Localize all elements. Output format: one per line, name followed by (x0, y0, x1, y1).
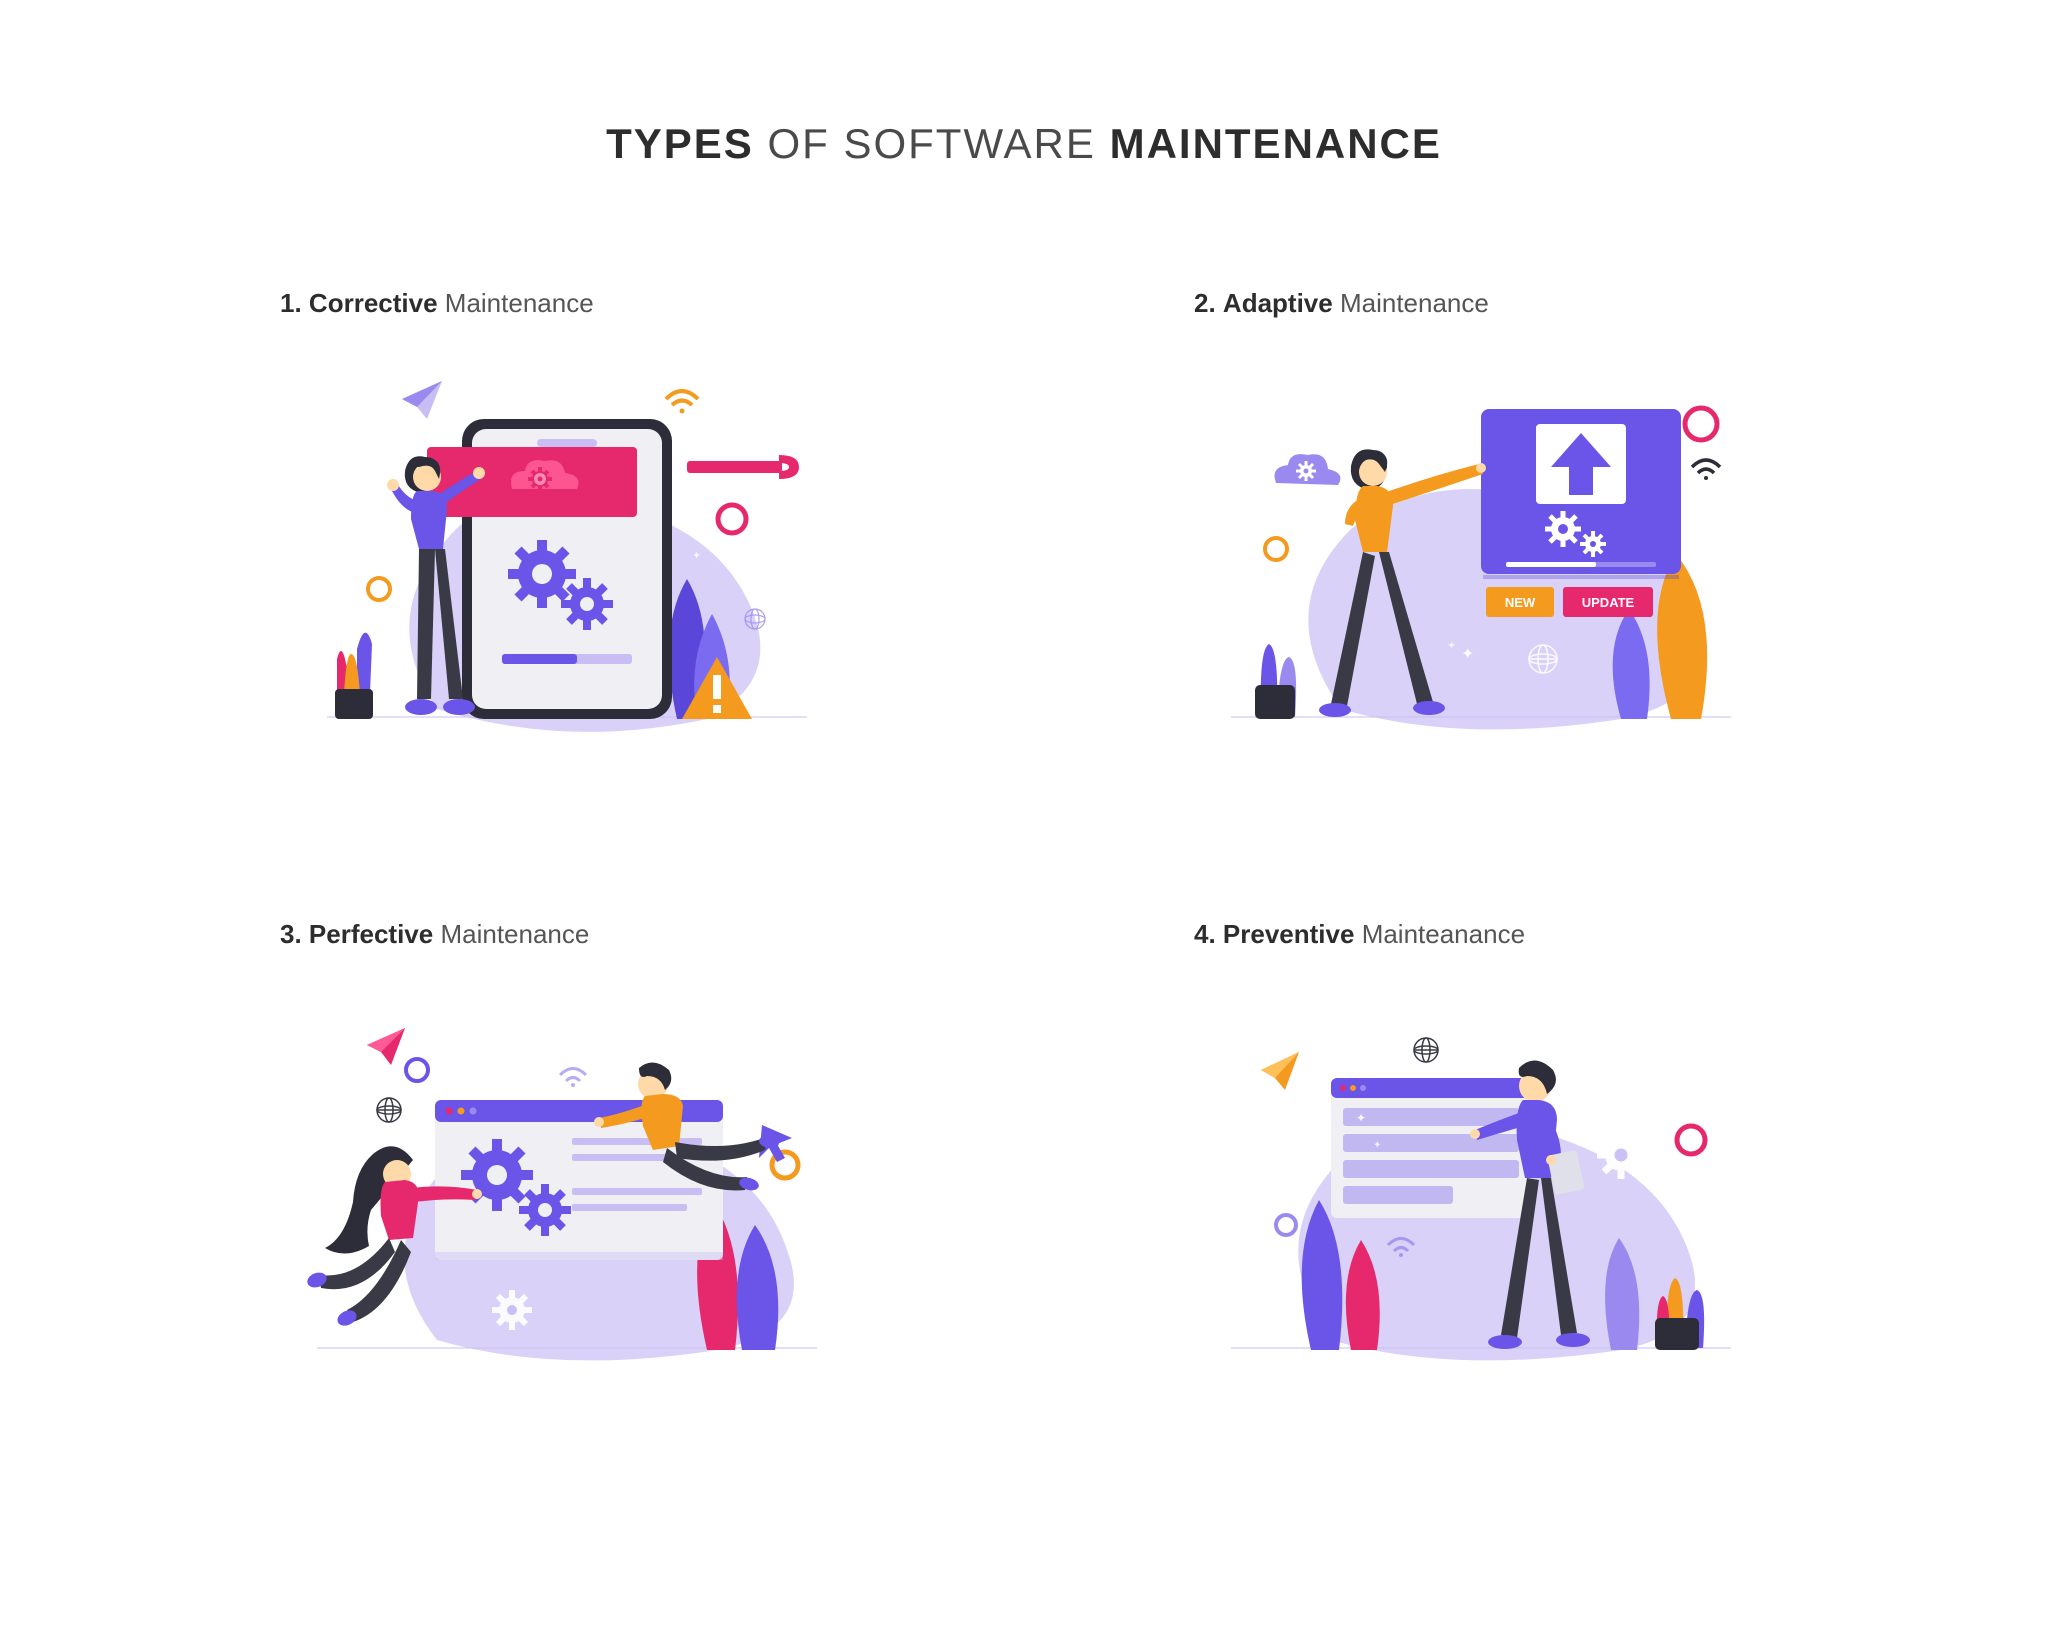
wifi-icon (560, 1069, 586, 1088)
item-title-4: 4. Preventive Mainteanance (1154, 919, 1525, 950)
svg-text:NEW: NEW (1505, 595, 1536, 610)
svg-text:✦: ✦ (1461, 646, 1474, 663)
item-title-2: 2. Adaptive Maintenance (1154, 288, 1489, 319)
item-title-3: 3. Perfective Maintenance (240, 919, 589, 950)
item-corrective: 1. Corrective Maintenance (240, 288, 894, 739)
illustration-perfective (287, 990, 847, 1370)
svg-text:✦: ✦ (687, 526, 700, 543)
wifi-icon (666, 391, 698, 414)
svg-text:✦: ✦ (1373, 1140, 1381, 1151)
illustration-preventive: ✦ ✦ (1201, 990, 1761, 1370)
illustration-corrective: ✦ ✦ (287, 359, 847, 739)
item-preventive: 4. Preventive Mainteanance (1154, 919, 1808, 1370)
title-word-1: TYPES (606, 120, 754, 167)
item-adaptive: 2. Adaptive Maintenance (1154, 288, 1808, 739)
wrench-icon (687, 455, 799, 479)
svg-text:UPDATE: UPDATE (1582, 595, 1635, 610)
cloud-gear-icon (1275, 454, 1341, 485)
infographic-grid: 1. Corrective Maintenance (180, 288, 1868, 1370)
gear-icon (508, 540, 576, 608)
title-word-3: SOFTWARE (843, 120, 1095, 167)
globe-icon (1414, 1038, 1438, 1062)
page-title: TYPES OF SOFTWARE MAINTENANCE (180, 120, 1868, 168)
gear-icon (1597, 1131, 1645, 1179)
title-word-4: MAINTENANCE (1110, 120, 1442, 167)
svg-text:✦: ✦ (692, 550, 701, 562)
globe-icon (377, 1098, 401, 1122)
illustration-adaptive: NEW UPDATE ✦ ✦ (1201, 359, 1761, 739)
wifi-icon (1692, 460, 1720, 480)
title-word-2: OF (767, 120, 829, 167)
svg-text:✦: ✦ (1447, 640, 1456, 652)
svg-text:✦: ✦ (1356, 1111, 1366, 1125)
item-title-1: 1. Corrective Maintenance (240, 288, 594, 319)
item-perfective: 3. Perfective Maintenance (240, 919, 894, 1370)
